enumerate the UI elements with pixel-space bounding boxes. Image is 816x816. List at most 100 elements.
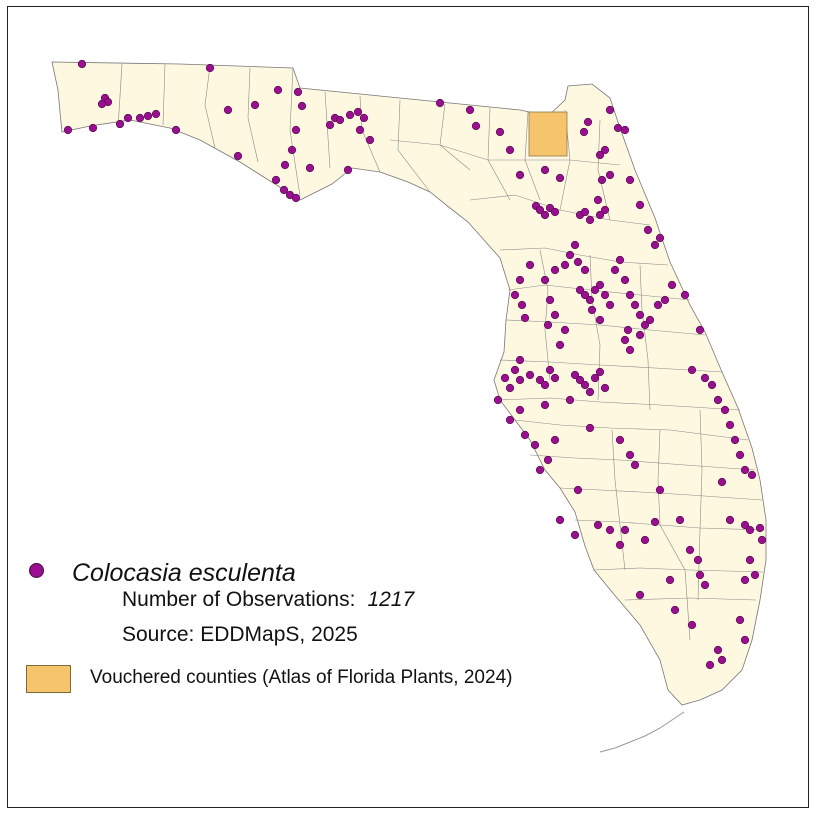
observation-point	[273, 85, 283, 95]
observation-point	[687, 620, 697, 630]
florida-keys	[599, 711, 685, 753]
observation-point	[550, 373, 560, 383]
observation-point	[623, 325, 633, 335]
observation-point	[610, 265, 620, 275]
observation-point	[635, 330, 645, 340]
observation-point	[713, 645, 723, 655]
observation-point	[600, 290, 610, 300]
observation-point	[653, 300, 663, 310]
observation-point	[685, 545, 695, 555]
observation-point	[355, 125, 365, 135]
observation-point	[580, 265, 590, 275]
observation-point	[287, 145, 297, 155]
observation-point	[343, 165, 353, 175]
observations-count: 1217	[367, 588, 415, 611]
observation-point	[325, 120, 335, 130]
observation-point	[650, 517, 660, 527]
observation-point	[510, 365, 520, 375]
observation-point	[615, 255, 625, 265]
observation-point	[135, 113, 145, 123]
observation-point	[583, 117, 593, 127]
observation-point	[293, 87, 303, 97]
observation-point	[757, 535, 767, 545]
observation-point	[600, 383, 610, 393]
observation-point	[625, 345, 635, 355]
observation-point	[707, 380, 717, 390]
observation-point	[587, 305, 597, 315]
observation-point	[555, 173, 565, 183]
observation-point	[590, 373, 600, 383]
observation-point	[695, 570, 705, 580]
observation-point	[615, 540, 625, 550]
observation-point	[620, 335, 630, 345]
observation-point	[687, 365, 697, 375]
observation-point	[540, 275, 550, 285]
species-name: Colocasia esculenta	[72, 559, 296, 587]
observation-point	[520, 430, 530, 440]
vouchered-label: Vouchered counties (Atlas of Florida Pla…	[90, 667, 513, 688]
observation-point	[713, 395, 723, 405]
observation-point	[305, 163, 315, 173]
observation-point	[471, 121, 481, 131]
observation-point	[88, 123, 98, 133]
observation-point	[635, 200, 645, 210]
observation-point	[595, 367, 605, 377]
observation-point	[515, 375, 525, 385]
observation-point	[725, 420, 735, 430]
observation-point	[550, 435, 560, 445]
observation-point	[725, 515, 735, 525]
observation-point	[271, 175, 281, 185]
observation-point	[550, 265, 560, 275]
observation-point	[625, 175, 635, 185]
species-legend-dot	[29, 563, 44, 578]
observation-point	[359, 113, 369, 123]
observation-point	[700, 580, 710, 590]
observation-point	[670, 605, 680, 615]
observation-point	[585, 295, 595, 305]
observation-point	[345, 110, 355, 120]
observation-point	[535, 375, 545, 385]
observation-point	[720, 405, 730, 415]
observation-point	[573, 257, 583, 267]
observation-point	[755, 523, 765, 533]
observation-point	[555, 340, 565, 350]
observation-point	[575, 375, 585, 385]
observation-point	[595, 210, 605, 220]
observation-point	[650, 240, 660, 250]
observation-point	[740, 635, 750, 645]
observation-point	[250, 100, 260, 110]
observation-point	[573, 485, 583, 495]
observation-point	[625, 290, 635, 300]
observation-point	[747, 470, 757, 480]
observation-point	[335, 115, 345, 125]
observation-point	[500, 373, 510, 383]
observation-point	[600, 145, 610, 155]
observation-point	[543, 320, 553, 330]
observation-point	[680, 290, 690, 300]
observation-point	[151, 109, 161, 119]
vouchered-county	[528, 111, 568, 157]
observation-point	[530, 440, 540, 450]
observation-point	[750, 570, 760, 580]
observation-point	[620, 275, 630, 285]
observation-point	[570, 530, 580, 540]
observation-point	[675, 515, 685, 525]
observation-point	[545, 365, 555, 375]
observation-point	[705, 660, 715, 670]
observation-point	[605, 170, 615, 180]
observation-point	[517, 300, 527, 310]
observation-point	[540, 380, 550, 390]
observation-point	[630, 460, 640, 470]
observation-point	[595, 315, 605, 325]
observation-point	[585, 387, 595, 397]
vouchered-swatch	[26, 665, 71, 693]
observation-point	[525, 370, 535, 380]
observation-point	[635, 590, 645, 600]
observation-point	[525, 260, 535, 270]
observation-point	[615, 435, 625, 445]
observation-point	[600, 205, 610, 215]
observation-point	[280, 160, 290, 170]
observation-point	[205, 63, 215, 73]
observation-point	[620, 125, 630, 135]
observation-point	[605, 300, 615, 310]
